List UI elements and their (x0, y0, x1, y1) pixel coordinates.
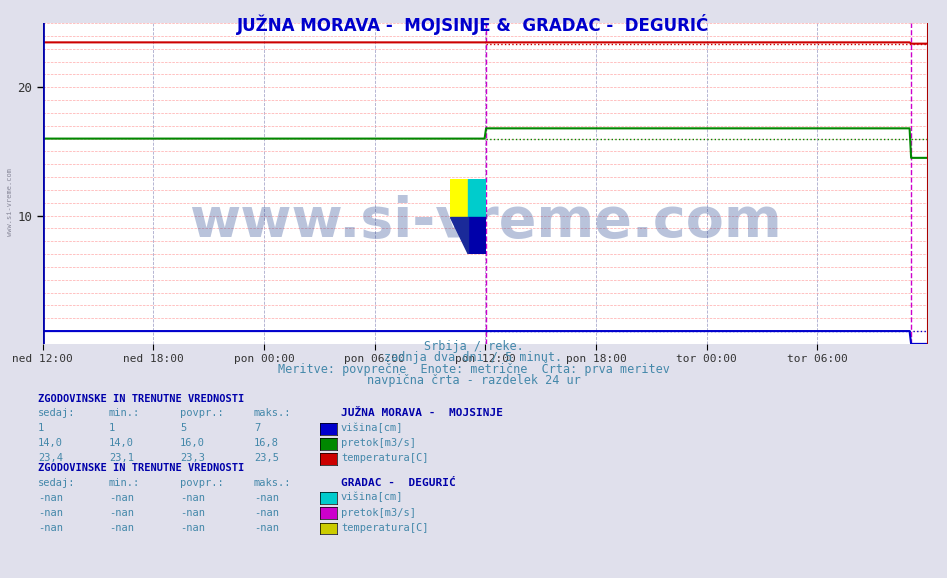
Text: -nan: -nan (254, 523, 278, 532)
Bar (468, 217, 486, 254)
Text: 1: 1 (38, 423, 45, 433)
Text: -nan: -nan (109, 492, 134, 502)
Text: 14,0: 14,0 (38, 438, 63, 448)
Text: min.:: min.: (109, 408, 140, 418)
Text: -nan: -nan (109, 507, 134, 517)
Polygon shape (450, 217, 468, 254)
Text: Meritve: povprečne  Enote: metrične  Črta: prva meritev: Meritve: povprečne Enote: metrične Črta:… (277, 361, 670, 376)
Text: -nan: -nan (254, 492, 278, 502)
Text: pretok[m3/s]: pretok[m3/s] (341, 438, 416, 448)
Bar (450, 179, 468, 217)
Text: JUŽNA MORAVA -  MOJSINJE &  GRADAC -  DEGURIĆ: JUŽNA MORAVA - MOJSINJE & GRADAC - DEGUR… (238, 14, 709, 35)
Text: -nan: -nan (38, 523, 63, 532)
Text: ZGODOVINSKE IN TRENUTNE VREDNOSTI: ZGODOVINSKE IN TRENUTNE VREDNOSTI (38, 463, 244, 473)
Text: -nan: -nan (109, 523, 134, 532)
Text: ZGODOVINSKE IN TRENUTNE VREDNOSTI: ZGODOVINSKE IN TRENUTNE VREDNOSTI (38, 394, 244, 403)
Text: JUŽNA MORAVA -  MOJSINJE: JUŽNA MORAVA - MOJSINJE (341, 408, 503, 418)
Text: www.si-vreme.com: www.si-vreme.com (7, 168, 12, 236)
Text: -nan: -nan (180, 523, 205, 532)
Text: 23,3: 23,3 (180, 453, 205, 463)
Text: 23,4: 23,4 (38, 453, 63, 463)
Bar (468, 179, 486, 217)
Text: -nan: -nan (38, 492, 63, 502)
Text: navpična črta - razdelek 24 ur: navpična črta - razdelek 24 ur (366, 375, 581, 387)
Text: 14,0: 14,0 (109, 438, 134, 448)
Text: -nan: -nan (180, 507, 205, 517)
Text: maks.:: maks.: (254, 477, 292, 487)
Text: -nan: -nan (180, 492, 205, 502)
Text: temperatura[C]: temperatura[C] (341, 523, 428, 532)
Text: www.si-vreme.com: www.si-vreme.com (189, 195, 781, 249)
Text: zadnja dva dni / 5 minut.: zadnja dva dni / 5 minut. (384, 351, 563, 364)
Text: Srbija / reke.: Srbija / reke. (423, 340, 524, 353)
Text: 1: 1 (109, 423, 116, 433)
Text: 16,0: 16,0 (180, 438, 205, 448)
Text: višina[cm]: višina[cm] (341, 423, 403, 433)
Text: maks.:: maks.: (254, 408, 292, 418)
Text: GRADAC -  DEGURIĆ: GRADAC - DEGURIĆ (341, 477, 456, 487)
Text: 23,1: 23,1 (109, 453, 134, 463)
Text: povpr.:: povpr.: (180, 408, 223, 418)
Text: 7: 7 (254, 423, 260, 433)
Text: 16,8: 16,8 (254, 438, 278, 448)
Text: sedaj:: sedaj: (38, 477, 76, 487)
Text: -nan: -nan (254, 507, 278, 517)
Text: višina[cm]: višina[cm] (341, 492, 403, 502)
Text: min.:: min.: (109, 477, 140, 487)
Text: 23,5: 23,5 (254, 453, 278, 463)
Text: sedaj:: sedaj: (38, 408, 76, 418)
Text: -nan: -nan (38, 507, 63, 517)
Text: povpr.:: povpr.: (180, 477, 223, 487)
Text: 5: 5 (180, 423, 187, 433)
Text: pretok[m3/s]: pretok[m3/s] (341, 507, 416, 517)
Text: temperatura[C]: temperatura[C] (341, 453, 428, 463)
